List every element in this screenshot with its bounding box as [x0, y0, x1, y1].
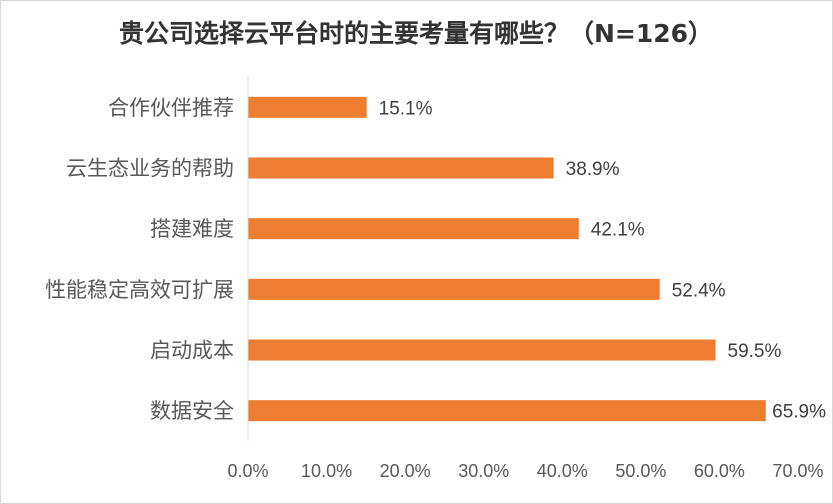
bar-4 — [248, 339, 716, 361]
bar-1 — [248, 157, 554, 179]
x-tick-label-2: 20.0% — [380, 461, 431, 481]
data-label-5: 65.9% — [772, 402, 826, 423]
value-axis-tick-labels: 0.0% 10.0% 20.0% 30.0% 40.0% 50.0% 60.0% 70.0% — [227, 461, 823, 481]
x-tick-label-0: 0.0% — [227, 461, 268, 481]
category-label-2: 搭建难度 — [150, 217, 234, 241]
chart-title: 贵公司选择云平台时的主要考量有哪些？（N=126） — [119, 19, 713, 48]
x-tick-label-5: 50.0% — [615, 461, 666, 481]
x-tick-label-4: 40.0% — [537, 461, 588, 481]
category-label-3: 性能稳定高效可扩展 — [45, 278, 234, 302]
x-tick-label-3: 30.0% — [458, 461, 509, 481]
data-labels-group: 15.1% 38.9% 42.1% 52.4% 59.5% 65.9% — [379, 98, 826, 422]
x-tick-label-7: 70.0% — [772, 461, 823, 481]
category-label-1: 云生态业务的帮助 — [66, 157, 234, 181]
data-label-4: 59.5% — [728, 341, 782, 362]
x-tick-label-1: 10.0% — [301, 461, 352, 481]
data-label-0: 15.1% — [379, 98, 433, 119]
bar-5 — [248, 400, 766, 422]
data-label-2: 42.1% — [591, 220, 645, 241]
bar-0 — [248, 96, 367, 118]
bars-group — [248, 96, 766, 422]
x-tick-label-6: 60.0% — [694, 461, 745, 481]
data-label-1: 38.9% — [566, 159, 620, 180]
category-label-4: 启动成本 — [150, 339, 234, 363]
data-label-3: 52.4% — [672, 280, 726, 301]
category-label-0: 合作伙伴推荐 — [108, 96, 234, 120]
bar-3 — [248, 278, 660, 300]
bar-2 — [248, 218, 579, 240]
category-label-5: 数据安全 — [150, 399, 234, 423]
